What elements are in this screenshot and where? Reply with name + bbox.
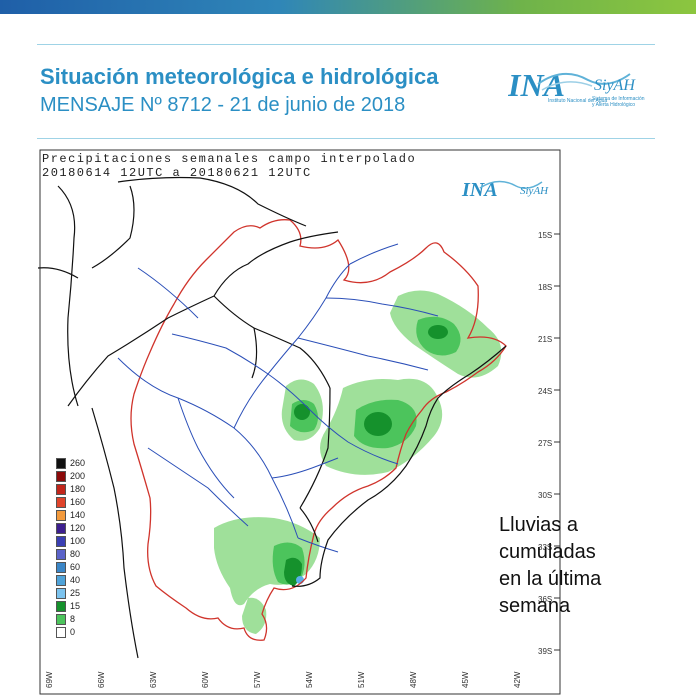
lat-label: 24S <box>538 387 552 396</box>
legend-label: 200 <box>70 471 86 481</box>
divider-bottom <box>37 138 655 139</box>
legend-label: 260 <box>70 458 86 468</box>
map-logo: INA SiyAH <box>461 179 549 201</box>
page-title: Situación meteorológica e hidrológica <box>40 64 439 89</box>
legend-label: 25 <box>70 588 81 598</box>
legend-label: 8 <box>70 614 76 624</box>
lat-labels: 15S 18S 21S 24S 27S 30S 33S 36S 39S <box>538 231 552 656</box>
legend-item: 0 <box>56 627 116 639</box>
legend-item: 140 <box>56 510 116 522</box>
legend-swatch <box>56 627 66 638</box>
legend-item: 180 <box>56 484 116 496</box>
legend-label: 100 <box>70 536 86 546</box>
logo-wave-icon <box>537 73 631 85</box>
map-header-line-1: Precipitaciones semanales campo interpol… <box>42 152 417 166</box>
legend-label: 120 <box>70 523 86 533</box>
lon-label: 63W <box>149 671 158 688</box>
lon-label: 60W <box>201 671 210 688</box>
ina-siyah-logo: INA SiyAH Instituto Nacional del Agua Si… <box>508 67 645 108</box>
legend-item: 160 <box>56 497 116 509</box>
svg-text:Instituto Nacional del Agua: Instituto Nacional del Agua <box>548 98 607 104</box>
lon-label: 48W <box>409 671 418 688</box>
lon-label: 57W <box>253 671 262 688</box>
lat-label: 27S <box>538 439 552 448</box>
legend-label: 80 <box>70 549 81 559</box>
svg-text:INA: INA <box>461 179 498 201</box>
lon-labels: 69W 66W 63W 60W 57W 54W 51W 48W 45W 42W <box>45 671 522 688</box>
lat-label: 15S <box>538 231 552 240</box>
rivers <box>117 243 439 553</box>
lat-label: 33S <box>538 543 552 552</box>
legend-swatch <box>56 588 66 599</box>
logo-siyah-text: SiyAH <box>594 77 636 94</box>
legend-item: 25 <box>56 588 116 600</box>
legend-swatch <box>56 575 66 586</box>
legend-swatch <box>56 484 66 495</box>
caption-line-2: cumuladas <box>499 541 596 563</box>
map-header-line-2: 20180614 12UTC a 20180621 12UTC <box>42 166 312 180</box>
legend-item: 200 <box>56 471 116 483</box>
caption-line-3: en la última <box>499 568 602 590</box>
svg-text:y Alerta Hidrológico: y Alerta Hidrológico <box>592 102 635 108</box>
legend-item: 8 <box>56 614 116 626</box>
legend-item: 260 <box>56 458 116 470</box>
map-caption: Lluvias a cumuladas en la última semana <box>499 512 601 620</box>
lat-label: 39S <box>538 647 552 656</box>
lon-label: 69W <box>45 671 54 688</box>
legend-swatch <box>56 562 66 573</box>
legend-label: 15 <box>70 601 81 611</box>
top-gradient-bar <box>0 0 696 14</box>
legend-label: 140 <box>70 510 86 520</box>
lat-label: 36S <box>538 595 552 604</box>
divider-top <box>37 44 655 45</box>
lat-label: 21S <box>538 335 552 344</box>
legend-swatch <box>56 536 66 547</box>
lon-label: 51W <box>357 671 366 688</box>
legend-swatch <box>56 523 66 534</box>
precipitation-map: 15S 18S 21S 24S 27S 30S 33S 36S 39S 69W … <box>38 149 561 695</box>
lon-label: 45W <box>461 671 470 688</box>
svg-text:Sistema de Información: Sistema de Información <box>592 96 645 102</box>
lon-label: 54W <box>305 671 314 688</box>
legend-swatch <box>56 458 66 469</box>
legend-label: 0 <box>70 627 76 637</box>
axis-ticks <box>554 233 560 651</box>
legend-item: 120 <box>56 523 116 535</box>
svg-text:SiyAH: SiyAH <box>520 185 549 197</box>
legend-item: 100 <box>56 536 116 548</box>
legend-item: 15 <box>56 601 116 613</box>
legend-label: 60 <box>70 562 81 572</box>
logo-ina-text: INA <box>508 67 565 103</box>
legend-item: 40 <box>56 575 116 587</box>
lat-label: 18S <box>538 283 552 292</box>
lat-label: 30S <box>538 491 552 500</box>
page-subtitle: MENSAJE Nº 8712 - 21 de junio de 2018 <box>40 94 406 116</box>
legend-label: 160 <box>70 497 86 507</box>
caption-line-1: Lluvias a <box>499 514 578 536</box>
legend-label: 40 <box>70 575 81 585</box>
legend-swatch <box>56 549 66 560</box>
legend-item: 80 <box>56 549 116 561</box>
legend-swatch <box>56 510 66 521</box>
lon-label: 42W <box>513 671 522 688</box>
legend-swatch <box>56 471 66 482</box>
basin-border <box>130 219 507 641</box>
legend-swatch <box>56 614 66 625</box>
legend-swatch <box>56 601 66 612</box>
coastline <box>291 345 507 587</box>
legend-label: 180 <box>70 484 86 494</box>
caption-line-4: semana <box>499 595 571 617</box>
lon-label: 66W <box>97 671 106 688</box>
rain-peak-marker <box>296 576 304 584</box>
legend-item: 60 <box>56 562 116 574</box>
map-header: Precipitaciones semanales campo interpol… <box>42 152 416 180</box>
legend-swatch <box>56 497 66 508</box>
